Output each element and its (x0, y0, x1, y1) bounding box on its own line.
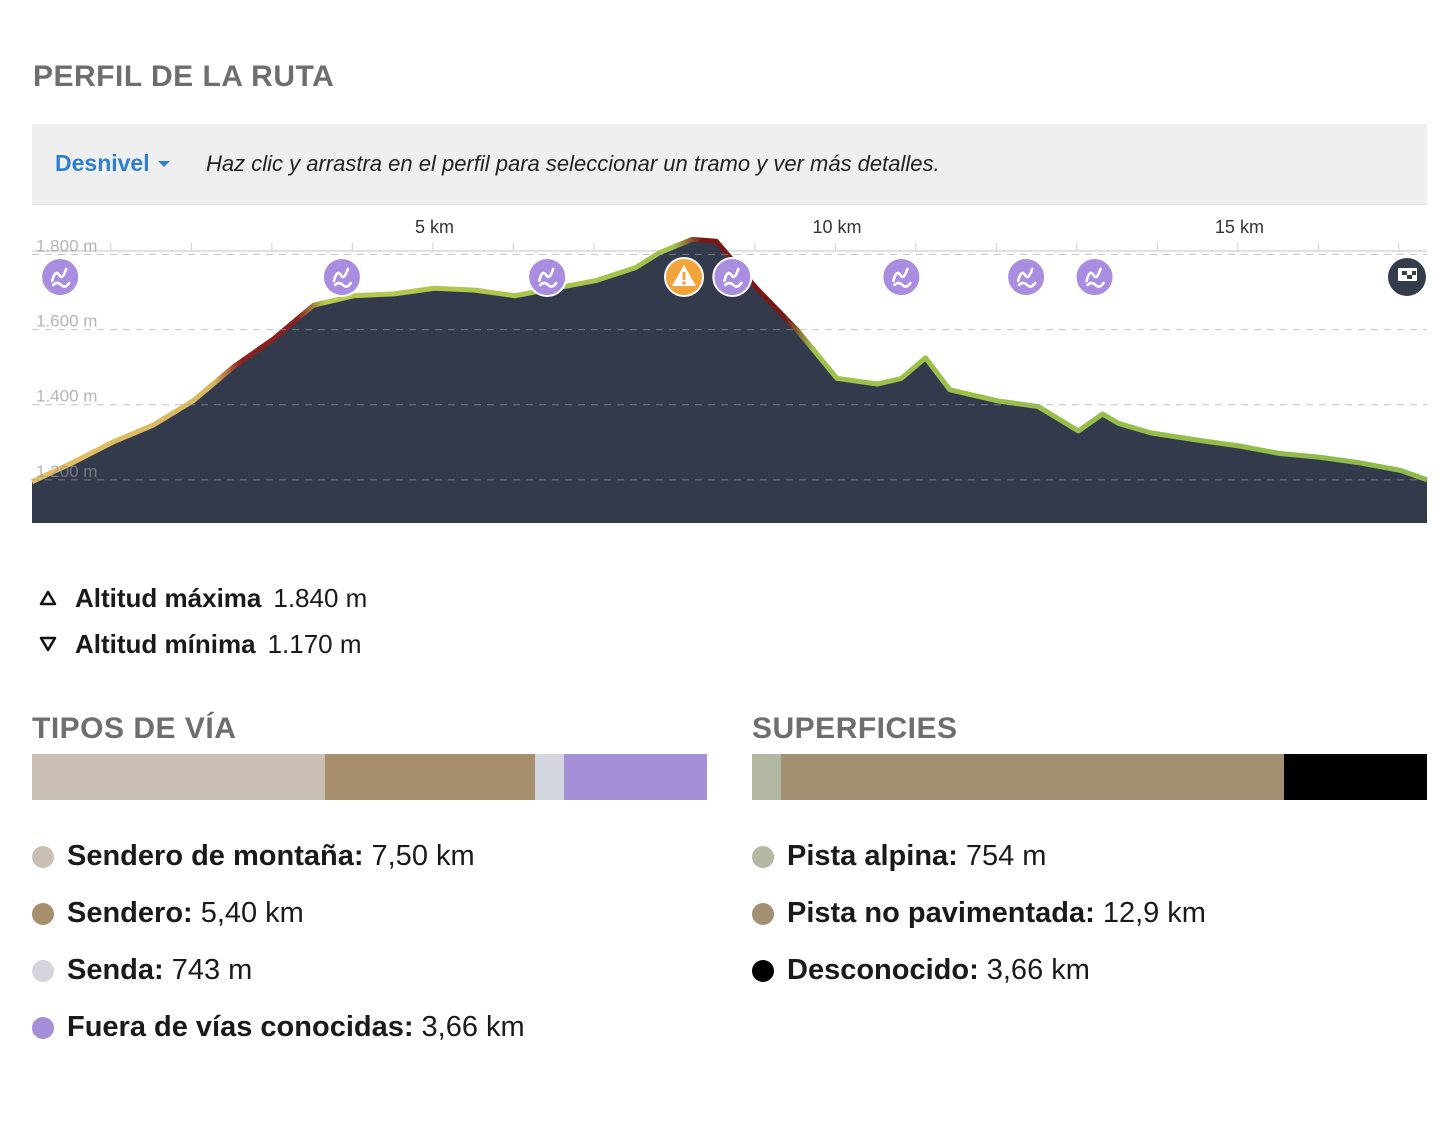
surfaces-bar (752, 754, 1427, 800)
road-type-bar-segment (535, 754, 565, 800)
warning-icon (664, 257, 705, 297)
y-tick-label: 1.600 m (36, 312, 97, 331)
y-tick-label: 1.400 m (36, 387, 97, 406)
road-types-bar (32, 754, 708, 800)
max-altitude-label: Altitud máxima (75, 582, 262, 613)
x-tick-label: 10 km (812, 217, 861, 237)
waypoint-markers (40, 257, 1426, 297)
road-type-legend-name: Fuera de vías conocidas: (67, 1011, 414, 1043)
surface-legend-name: Pista alpina: (787, 840, 958, 872)
color-dot-icon (32, 959, 54, 982)
max-altitude-row: Altitud máxima 1.840 m (33, 575, 367, 621)
min-altitude-value: 1.170 m (267, 628, 362, 659)
waypoint-icon (712, 257, 753, 297)
elevation-area (30, 236, 1428, 523)
road-types-title: TIPOS DE VÍA (32, 712, 237, 745)
max-altitude-value: 1.840 m (273, 582, 368, 613)
road-type-legend-value: 3,66 km (421, 1011, 525, 1043)
page-title: PERFIL DE LA RUTA (33, 60, 335, 93)
profile-toolbar: Desnivel Haz clic y arrastra en el perfi… (32, 124, 1427, 205)
color-dot-icon (32, 902, 54, 925)
y-tick-label: 1.200 m (36, 462, 97, 481)
color-dot-icon (752, 959, 774, 982)
surface-bar-segment (1284, 754, 1427, 800)
elevation-fill (32, 239, 1427, 523)
road-type-legend-name: Sendero de montaña: (67, 840, 364, 872)
road-type-legend-value: 743 m (171, 954, 253, 986)
surface-bar-segment (781, 754, 1285, 800)
y-tick-label: 1.800 m (36, 236, 97, 255)
surfaces-title: SUPERFICIES (752, 712, 958, 745)
surface-legend-value: 754 m (965, 840, 1047, 872)
road-type-bar-segment (32, 754, 325, 800)
waypoint-icon (881, 257, 922, 297)
surface-legend-item: Pista no pavimentada: 12,9 km (752, 885, 1427, 942)
altitude-stats: Altitud máxima 1.840 m Altitud mínima 1.… (33, 575, 367, 667)
chevron-down-icon (157, 160, 170, 167)
selection-hint: Haz clic y arrastra en el perfil para se… (206, 151, 940, 176)
x-tick-label: 5 km (415, 217, 454, 237)
min-altitude-label: Altitud mínima (75, 628, 256, 659)
waypoint-icon (527, 257, 568, 297)
road-type-legend-name: Sendero: (67, 897, 193, 929)
road-type-legend-value: 5,40 km (200, 897, 304, 929)
surface-legend-item: Desconocido: 3,66 km (752, 942, 1427, 999)
waypoint-icon (1074, 257, 1115, 297)
road-type-legend-item: Sendero: 5,40 km (32, 885, 707, 942)
road-types-section: TIPOS DE VÍA Sendero de montaña: 7,50 km S… (32, 712, 708, 1056)
surface-legend-value: 12,9 km (1102, 897, 1206, 929)
x-tick-label: 15 km (1215, 217, 1264, 237)
road-type-bar-segment (564, 754, 708, 800)
waypoint-icon (40, 257, 81, 297)
color-dot-icon (752, 845, 774, 868)
road-type-legend-name: Senda: (67, 954, 164, 986)
surface-legend-name: Pista no pavimentada: (787, 897, 1095, 929)
metric-dropdown[interactable]: Desnivel (55, 150, 170, 177)
distance-axis: 5 km 10 km 15 km (32, 217, 1427, 252)
road-type-legend-item: Sendero de montaña: 7,50 km (32, 828, 707, 885)
metric-dropdown-label: Desnivel (55, 150, 150, 176)
color-dot-icon (752, 902, 774, 925)
surfaces-section: SUPERFICIES Pista alpina: 754 m Pista no p… (752, 712, 1427, 999)
triangle-up-icon (33, 590, 63, 606)
waypoint-icon (321, 257, 362, 297)
triangle-down-icon (33, 636, 63, 652)
surface-legend-item: Pista alpina: 754 m (752, 828, 1427, 885)
road-types-legend: Sendero de montaña: 7,50 km Sendero: 5,40 k… (32, 828, 707, 1056)
elevation-profile-chart[interactable]: 5 km 10 km 15 km 1.800 m 1.600 m 1.400 m 1.20… (0, 205, 1440, 525)
min-altitude-row: Altitud mínima 1.170 m (33, 621, 367, 667)
road-type-bar-segment (324, 754, 536, 800)
finish-flag-icon (1388, 258, 1426, 296)
surfaces-legend: Pista alpina: 754 m Pista no pavimentada: 1… (752, 828, 1427, 999)
color-dot-icon (32, 1016, 54, 1039)
surface-legend-value: 3,66 km (986, 954, 1090, 986)
elevation-line (30, 236, 1428, 484)
color-dot-icon (32, 845, 54, 868)
surface-legend-name: Desconocido: (787, 954, 979, 986)
elevation-grid: 1.800 m 1.600 m 1.400 m 1.200 m (32, 236, 1427, 481)
road-type-legend-item: Fuera de vías conocidas: 3,66 km (32, 999, 707, 1056)
road-type-legend-value: 7,50 km (371, 840, 475, 872)
waypoint-icon (1006, 257, 1047, 297)
road-type-legend-item: Senda: 743 m (32, 942, 707, 999)
surface-bar-segment (752, 754, 782, 800)
